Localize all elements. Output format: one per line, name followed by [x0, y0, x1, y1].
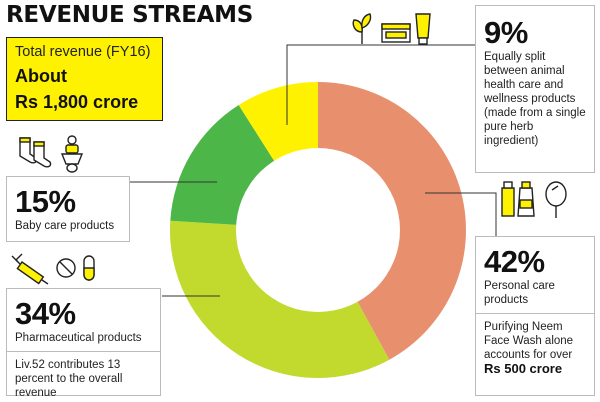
cream-tube-icon: [415, 13, 431, 45]
lotion-bottle-icon: [517, 181, 535, 217]
leader-line-personal: [425, 192, 497, 236]
wellness-percent: 9%: [484, 15, 528, 50]
product-box-icon: [381, 23, 411, 43]
personal-care-note-text: Purifying Neem Face Wash alone accounts …: [484, 321, 574, 361]
wellness-description: Equally split between animal health care…: [484, 51, 586, 147]
personal-care-card: 42% Personal care products Purifying Nee…: [475, 236, 595, 396]
pharma-percent: 34%: [15, 296, 76, 331]
baby-socks-icon: [19, 137, 52, 168]
wellness-card: 9% Equally split between animal health c…: [475, 5, 595, 173]
total-revenue-value-line1: About: [15, 66, 67, 86]
personal-care-icons: [500, 180, 572, 220]
divider: [476, 313, 594, 314]
baby-care-card: 15% Baby care products: [6, 176, 130, 242]
syringe-icon: [11, 253, 49, 285]
pharma-icons: [10, 252, 106, 286]
pharma-card: 34% Pharmaceutical products Liv.52 contr…: [6, 288, 161, 399]
personal-care-note-amount: Rs 500 crore: [484, 361, 563, 376]
page-title: REVENUE STREAMS: [6, 2, 254, 28]
pharma-description: Pharmaceutical products: [15, 332, 142, 344]
personal-care-description: Personal care products: [484, 280, 555, 306]
face-wash-tube-icon: [501, 181, 515, 217]
pacifier-icon: [60, 135, 84, 173]
donut-hole: [236, 148, 400, 312]
capsule-icon: [83, 255, 95, 281]
pharma-note: Liv.52 contributes 13 percent to the ove…: [15, 359, 123, 399]
baby-care-description: Baby care products: [15, 220, 115, 232]
herb-leaf-icon: [352, 13, 372, 44]
total-revenue-label: Total revenue (FY16): [15, 44, 151, 60]
leader-line-wellness: [286, 44, 475, 125]
baby-icons: [16, 134, 86, 174]
hand-mirror-icon: [545, 181, 567, 218]
total-revenue-box: Total revenue (FY16) About Rs 1,800 cror…: [6, 37, 163, 121]
tablet-icon: [56, 258, 76, 278]
divider: [7, 351, 160, 352]
total-revenue-value-line2: Rs 1,800 crore: [15, 92, 139, 112]
personal-care-percent: 42%: [484, 244, 545, 279]
wellness-icons: [352, 10, 436, 46]
personal-care-note: Purifying Neem Face Wash alone accounts …: [484, 320, 586, 377]
baby-care-percent: 15%: [15, 184, 76, 219]
